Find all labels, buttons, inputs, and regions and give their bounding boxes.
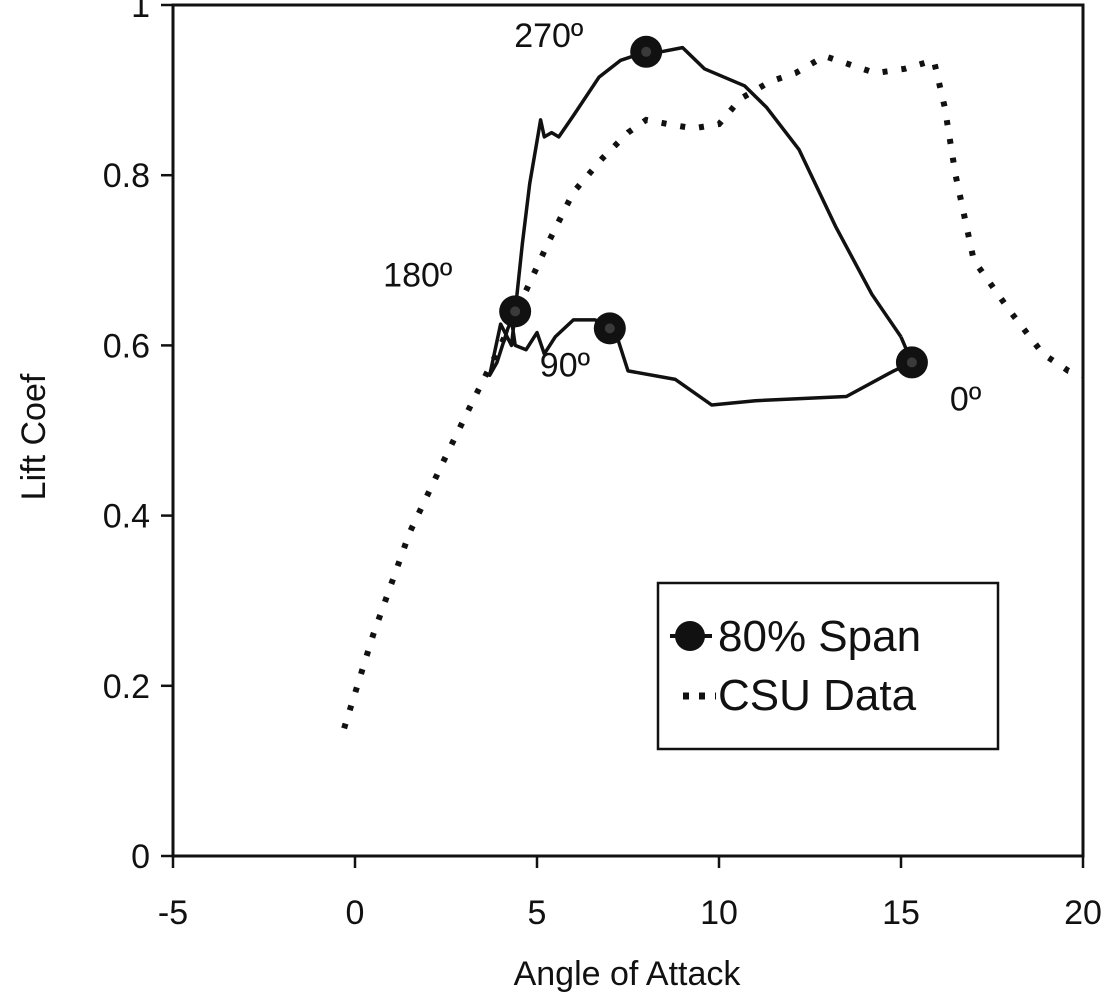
data-point-label: 0º	[950, 380, 981, 418]
x-tick-label: 5	[528, 894, 547, 932]
y-axis-title: Lift Coef	[15, 373, 53, 500]
y-tick-label: 0	[131, 838, 150, 876]
data-point-label: 180º	[383, 256, 452, 294]
x-tick-label: 0	[346, 894, 365, 932]
legend-label-csu-data: CSU Data	[718, 671, 917, 720]
y-tick-label: 0.4	[103, 498, 150, 536]
legend-label-80-span: 80% Span	[718, 612, 921, 661]
plot-area: 0º 90º 180º 270º	[341, 17, 1084, 730]
legend-swatch-marker-80-span	[675, 621, 705, 651]
data-point-label: 270º	[514, 17, 583, 55]
plot-frame	[171, 3, 1085, 858]
x-axis-ticks: -5 0 5 10 15 20	[158, 856, 1102, 932]
x-tick-label: -5	[158, 894, 188, 932]
data-point-label: 90º	[540, 346, 590, 384]
y-tick-label: 0.8	[103, 157, 150, 195]
data-point-marker-highlight	[906, 357, 917, 368]
legend-frame	[656, 581, 1000, 751]
y-tick-label: 0.2	[103, 668, 150, 706]
data-point-marker-highlight	[510, 306, 521, 317]
legend: 80% Span CSU Data	[656, 581, 1000, 751]
x-tick-label: 10	[700, 894, 738, 932]
x-tick-label: 15	[882, 894, 920, 932]
x-axis-title: Angle of Attack	[514, 955, 742, 993]
data-point-marker-highlight	[604, 323, 615, 334]
data-point-marker-highlight	[641, 46, 652, 57]
y-tick-label: 1	[131, 0, 150, 25]
x-tick-label: 20	[1064, 894, 1102, 932]
y-tick-label: 0.6	[103, 327, 150, 365]
y-axis-ticks: 0 0.2 0.4 0.6 0.8 1	[103, 0, 173, 876]
series-line-80-span	[487, 45, 914, 407]
